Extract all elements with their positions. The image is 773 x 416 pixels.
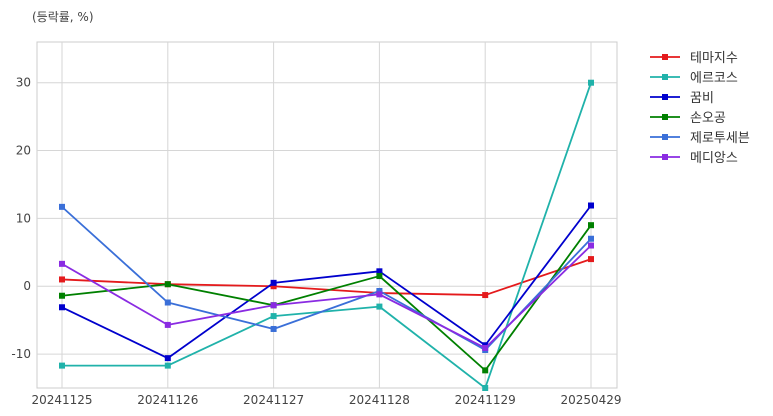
data-point (588, 235, 594, 242)
axes: 20241125 20241126 20241127 20241128 20241129… (11, 76, 621, 407)
data-point (59, 203, 65, 210)
data-point (588, 79, 594, 86)
data-point (59, 362, 65, 369)
data-point (59, 260, 65, 267)
y-tick-label: 10 (16, 211, 31, 225)
data-point (59, 292, 65, 299)
data-point (376, 287, 383, 294)
legend-label: 테마지수 (690, 51, 738, 66)
data-point (588, 222, 594, 229)
legend-marker (662, 94, 668, 100)
y-axis-unit-label: (등락률, %) (32, 10, 94, 24)
x-tick-label: 20241125 (31, 393, 92, 407)
x-tick-label: 20250429 (560, 393, 621, 407)
data-point (164, 321, 171, 328)
data-point (59, 304, 65, 311)
legend-label: 꿈비 (690, 91, 714, 106)
legend-item[interactable]: 손오공 (650, 111, 726, 126)
x-tick-label: 20241128 (349, 393, 410, 407)
series-line-2 (61, 204, 592, 360)
legend-marker (662, 114, 668, 120)
legend-marker (662, 74, 668, 80)
x-tick-label: 20241127 (243, 393, 304, 407)
data-point (482, 344, 489, 351)
plot-frame (36, 41, 618, 389)
data-point (588, 256, 594, 263)
data-point (588, 242, 594, 249)
data-point (376, 291, 383, 298)
data-point (588, 202, 594, 209)
data-point (270, 325, 277, 332)
series-line-5 (61, 244, 592, 349)
data-point (164, 281, 171, 288)
data-point (59, 276, 65, 283)
series-line-0 (61, 258, 592, 296)
y-tick-label: 30 (16, 76, 31, 90)
legend-marker (662, 134, 668, 140)
data-point (164, 355, 171, 362)
legend-marker (662, 54, 668, 60)
series-line-3 (61, 224, 592, 372)
legend-item[interactable]: 메디앙스 (650, 151, 738, 166)
data-point (270, 313, 277, 320)
data-point (270, 279, 277, 286)
legend-label: 에르코스 (690, 71, 738, 86)
x-tick-label: 20241129 (455, 393, 516, 407)
data-point (376, 303, 383, 310)
series-line-1 (62, 82, 592, 389)
legend-item[interactable]: 테마지수 (650, 51, 738, 66)
data-point (270, 302, 277, 309)
series-lines (59, 79, 594, 391)
y-tick-label: 0 (23, 279, 31, 293)
legend-item[interactable]: 제로투세븐 (650, 131, 750, 146)
legend-item[interactable]: 꿈비 (650, 91, 714, 106)
legend-label: 제로투세븐 (690, 131, 750, 146)
legend-marker (662, 154, 668, 160)
grid (36, 41, 618, 389)
data-point (270, 283, 277, 290)
y-tick-label: -10 (11, 347, 31, 361)
data-point (482, 292, 489, 299)
series-line-4 (61, 206, 592, 351)
legend-item[interactable]: 에르코스 (650, 71, 738, 86)
legend-label: 메디앙스 (690, 151, 738, 166)
data-point (376, 273, 383, 280)
data-point (376, 268, 383, 275)
y-tick-label: 20 (16, 144, 31, 158)
x-tick-label: 20241126 (137, 393, 198, 407)
data-point (482, 385, 489, 391)
legend-label: 손오공 (690, 111, 726, 126)
data-point (164, 299, 171, 306)
data-point (482, 367, 489, 374)
data-point (164, 362, 171, 369)
